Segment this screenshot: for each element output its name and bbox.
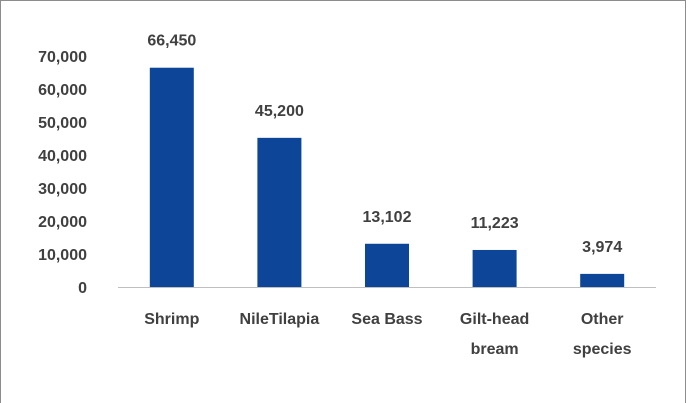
bar: [257, 137, 302, 287]
y-tick-label: 20,000: [38, 214, 87, 231]
y-tick-label: 10,000: [38, 247, 87, 264]
category-label: bream: [471, 341, 519, 358]
y-tick-label: 0: [78, 280, 87, 297]
y-tick-label: 30,000: [38, 181, 87, 198]
data-labels: 66,450 45,200 13,102 11,223 3,974: [147, 33, 622, 256]
y-tick-label: 60,000: [38, 82, 87, 99]
data-label: 45,200: [255, 103, 304, 120]
bar: [472, 249, 517, 287]
bar: [580, 273, 625, 287]
data-label: 66,450: [147, 33, 196, 50]
category-label: Other: [581, 311, 624, 328]
y-axis-tick-labels: 0 10,000 20,000 30,000 40,000 50,000 60,000 70,…: [38, 49, 87, 297]
category-label: species: [573, 341, 632, 358]
y-tick-label: 40,000: [38, 148, 87, 165]
category-label: Shrimp: [144, 311, 199, 328]
category-label: NileTilapia: [240, 311, 320, 328]
category-label: Sea Bass: [351, 311, 422, 328]
bar: [149, 67, 194, 287]
bars: [149, 67, 625, 287]
category-labels: Shrimp NileTilapia Sea Bass Gilt-head bream O…: [144, 311, 631, 358]
category-label: Gilt-head: [460, 311, 529, 328]
data-label: 3,974: [582, 239, 622, 256]
data-label: 13,102: [363, 209, 412, 226]
y-tick-label: 50,000: [38, 115, 87, 132]
data-label: 11,223: [471, 215, 519, 232]
bar: [365, 243, 409, 287]
y-tick-label: 70,000: [38, 49, 87, 66]
